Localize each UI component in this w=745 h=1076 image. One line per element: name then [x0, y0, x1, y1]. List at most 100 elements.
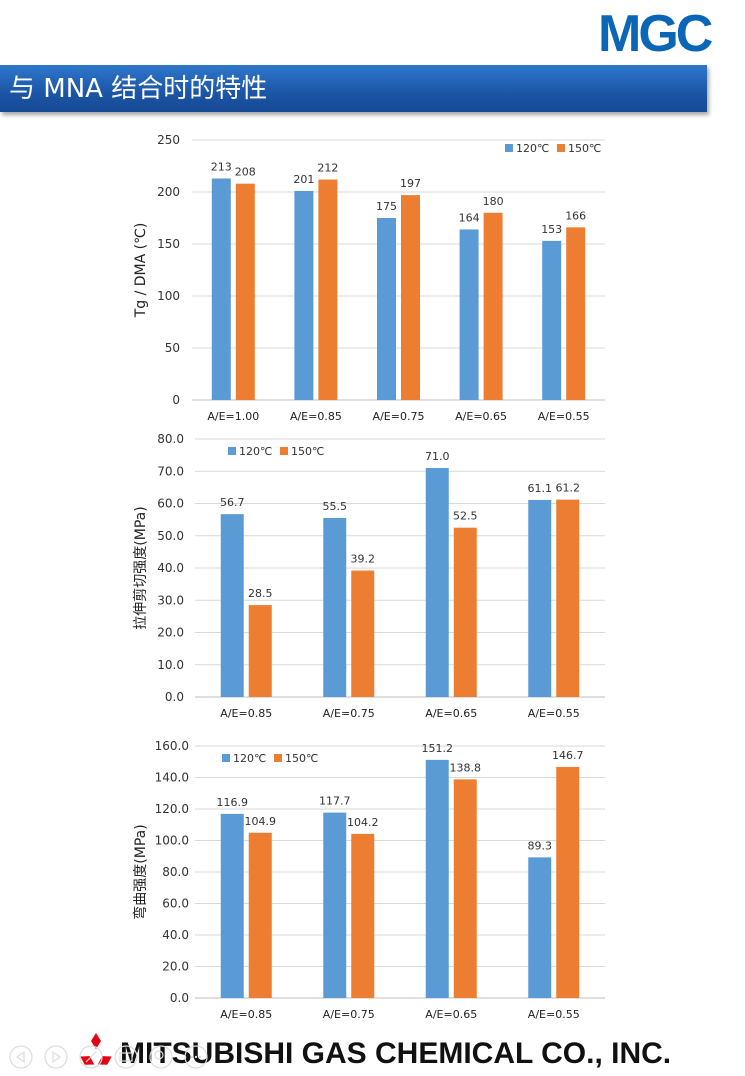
- edit-pen-icon[interactable]: [79, 1045, 103, 1069]
- slides-menu-icon[interactable]: [114, 1045, 138, 1069]
- y-tick-label: 0: [172, 393, 180, 407]
- x-tick-label: A/E=0.55: [528, 1008, 580, 1021]
- legend-swatch: [274, 754, 282, 762]
- data-label: 138.8: [450, 761, 482, 774]
- zoom-icon[interactable]: [149, 1045, 173, 1069]
- data-label: 55.5: [323, 500, 348, 513]
- data-label: 180: [483, 195, 504, 208]
- legend-swatch: [222, 754, 230, 762]
- bar: [528, 499, 552, 697]
- bar: [351, 833, 375, 998]
- data-label: 56.7: [220, 496, 245, 509]
- prev-slide-icon[interactable]: [9, 1045, 33, 1069]
- data-label: 153: [541, 223, 562, 236]
- bar: [528, 857, 552, 998]
- legend-label: 120℃: [516, 142, 549, 155]
- y-axis-label: Tg / DMA (℃): [133, 223, 149, 319]
- data-label: 146.7: [552, 749, 584, 762]
- bar: [425, 468, 449, 697]
- three-diamonds-icon: [80, 1033, 112, 1065]
- more-options-icon[interactable]: [184, 1045, 208, 1069]
- data-label: 89.3: [528, 839, 553, 852]
- data-label: 117.7: [319, 795, 351, 808]
- y-axis-label: 弯曲强度(MPa): [132, 824, 149, 919]
- tensile-shear-strength-chart: 0.0 10.0 20.0 30.0 40.0 50.0 60.0 70.0 80.0 拉伸剪切强…: [133, 432, 605, 720]
- y-axis-label: 拉伸剪切强度(MPa): [133, 506, 149, 629]
- data-label: 151.2: [422, 742, 454, 755]
- y-tick-label: 70.0: [157, 464, 184, 478]
- page-title: 与 MNA 结合时的特性: [9, 74, 268, 104]
- y-tick-label: 0.0: [170, 991, 189, 1005]
- bar: [294, 190, 314, 400]
- bar: [483, 212, 503, 400]
- company-name: MITSUBISHI GAS CHEMICAL CO., INC.: [120, 1037, 672, 1070]
- legend-swatch: [557, 144, 565, 152]
- legend-swatch: [505, 144, 513, 152]
- legend-label: 150℃: [568, 142, 601, 155]
- x-tick-label: A/E=0.55: [538, 410, 590, 423]
- y-tick-label: 150: [157, 237, 180, 251]
- bar: [566, 227, 586, 400]
- x-tick-label: A/E=0.55: [528, 707, 580, 720]
- x-tick-label: A/E=0.75: [373, 410, 425, 423]
- bar: [248, 605, 272, 697]
- y-tick-label: 50.0: [157, 529, 184, 543]
- bar: [220, 813, 244, 998]
- slide-navigation[interactable]: [8, 1044, 228, 1070]
- bar: [459, 229, 479, 400]
- legend-label: 150℃: [285, 752, 318, 765]
- y-tick-label: 140.0: [155, 771, 189, 785]
- y-tick-label: 20.0: [157, 626, 184, 640]
- y-tick-label: 50: [165, 341, 180, 355]
- bar: [211, 178, 231, 400]
- y-tick-label: 40.0: [157, 561, 184, 575]
- data-label: 166: [565, 209, 586, 222]
- data-label: 39.2: [351, 553, 376, 566]
- bar: [425, 759, 449, 998]
- x-tick-label: A/E=1.00: [207, 410, 259, 423]
- next-slide-icon[interactable]: [44, 1045, 68, 1069]
- bar: [453, 779, 477, 998]
- data-label: 61.1: [528, 482, 553, 495]
- data-label: 61.2: [556, 482, 581, 495]
- bar: [453, 527, 477, 697]
- data-label: 213: [211, 160, 232, 173]
- legend-label: 120℃: [239, 445, 272, 458]
- x-tick-label: A/E=0.75: [323, 707, 375, 720]
- bar: [401, 195, 420, 400]
- bar: [235, 183, 255, 400]
- data-label: 197: [400, 177, 421, 190]
- bar: [323, 812, 347, 998]
- bar: [220, 514, 244, 697]
- legend-swatch: [280, 447, 288, 455]
- data-label: 71.0: [425, 450, 450, 463]
- y-tick-label: 100: [157, 289, 180, 303]
- data-label: 164: [459, 211, 480, 224]
- data-label: 52.5: [453, 510, 478, 523]
- mgc-logo: MGC: [598, 5, 713, 63]
- legend-label: 150℃: [291, 445, 324, 458]
- bar: [248, 832, 272, 998]
- data-label: 104.9: [245, 815, 277, 828]
- tg-dma-chart: 0 50 100 150 200 250 Tg / DMA (℃) 213 208 A/E=1.0…: [133, 133, 605, 423]
- x-tick-label: A/E=0.85: [220, 707, 272, 720]
- y-tick-label: 0.0: [165, 690, 184, 704]
- bar: [323, 518, 347, 697]
- y-tick-label: 250: [157, 133, 180, 147]
- y-tick-label: 40.0: [162, 928, 189, 942]
- y-tick-label: 100.0: [155, 834, 189, 848]
- bar: [542, 240, 562, 400]
- y-tick-label: 30.0: [157, 593, 184, 607]
- x-tick-label: A/E=0.65: [455, 410, 507, 423]
- bar: [377, 218, 396, 400]
- data-label: 116.9: [217, 796, 249, 809]
- y-tick-label: 20.0: [162, 960, 189, 974]
- data-label: 212: [317, 162, 338, 175]
- bar: [318, 179, 338, 400]
- y-tick-label: 200: [157, 185, 180, 199]
- legend-swatch: [228, 447, 236, 455]
- data-label: 175: [376, 200, 397, 213]
- y-tick-label: 80.0: [157, 432, 184, 446]
- x-tick-label: A/E=0.85: [220, 1008, 272, 1021]
- data-label: 104.2: [347, 816, 379, 829]
